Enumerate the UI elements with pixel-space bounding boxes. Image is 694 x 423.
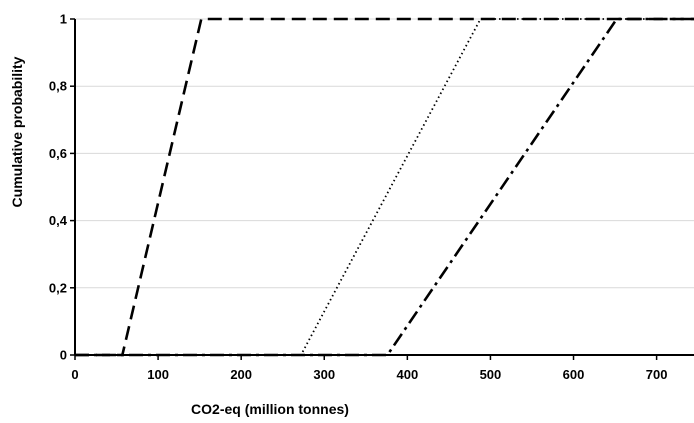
x-tick-label: 500 (480, 367, 502, 382)
series-line-dotted (75, 18, 694, 356)
x-tick-label: 600 (563, 367, 585, 382)
y-tick-label: 0,8 (49, 79, 67, 94)
y-tick-label: 0,4 (49, 213, 68, 228)
x-tick-label: 400 (396, 367, 418, 382)
y-tick-label: 1 (60, 12, 67, 27)
y-axis-ticks: 0 0,2 0,4 0,6 0,8 1 (49, 12, 75, 363)
series-lines (75, 17, 694, 357)
y-tick-label: 0,2 (49, 280, 67, 295)
x-tick-label: 700 (646, 367, 668, 382)
x-tick-label: 300 (313, 367, 335, 382)
series-line-dash-dot (75, 17, 694, 357)
y-axis-label: Cumulative probability (9, 56, 25, 207)
x-tick-label: 0 (71, 367, 78, 382)
x-axis-label: CO2-eq (million tonnes) (191, 401, 349, 417)
x-tick-label: 100 (147, 367, 169, 382)
x-tick-label: 200 (230, 367, 252, 382)
grid-lines (75, 18, 694, 289)
y-tick-label: 0,6 (49, 146, 67, 161)
series-line-dashed (75, 17, 694, 357)
x-axis-ticks: 0 100 200 300 400 500 600 700 (71, 355, 667, 382)
y-tick-label: 0 (60, 348, 67, 363)
